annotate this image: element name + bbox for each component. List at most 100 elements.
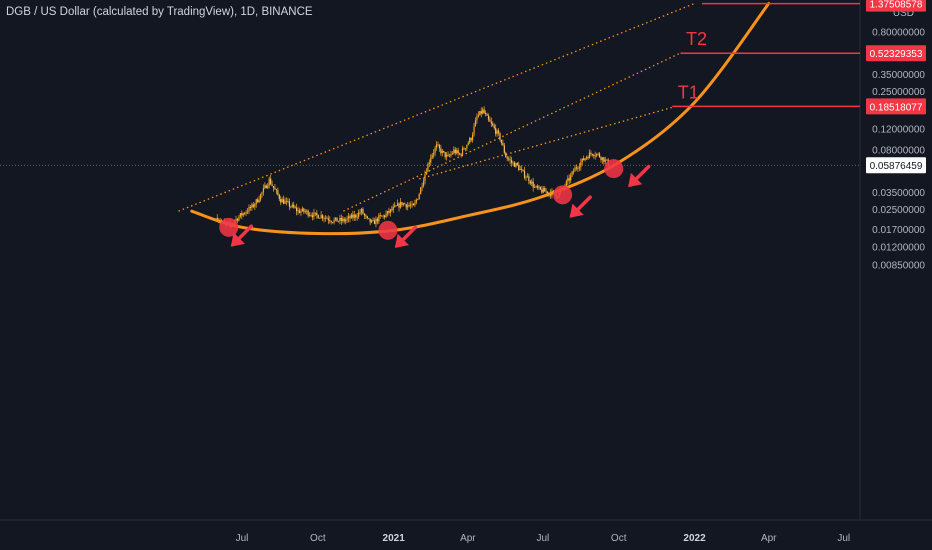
- candle-body: [479, 111, 481, 116]
- candle-body: [512, 162, 514, 164]
- candle-body: [435, 144, 438, 148]
- candle-body: [405, 204, 407, 208]
- touch-point-1: [219, 217, 239, 237]
- candle-body: [399, 202, 402, 208]
- candle-body: [433, 152, 435, 155]
- candle-body: [516, 163, 518, 165]
- y-tick-label: 0.02500000: [872, 205, 925, 216]
- x-tick-label: 2022: [683, 533, 706, 544]
- candle-body: [401, 202, 403, 206]
- candle-body: [536, 185, 539, 188]
- candle-body: [236, 218, 239, 221]
- candle-body: [352, 214, 354, 218]
- candle-body: [438, 145, 441, 149]
- candle-body: [448, 155, 451, 157]
- candle-body: [313, 212, 315, 217]
- candle-body: [308, 215, 311, 216]
- arrow-head: [394, 233, 409, 248]
- candle-body: [316, 212, 318, 215]
- candle-body: [434, 147, 436, 153]
- candle-body: [346, 218, 348, 220]
- candle-body: [471, 134, 474, 141]
- candle-body: [391, 209, 393, 211]
- candle-body: [505, 152, 507, 158]
- fan-line-1: [178, 2, 695, 212]
- candle-body: [255, 199, 257, 205]
- candle-body: [239, 213, 241, 217]
- candle-body: [343, 218, 345, 222]
- y-tick-label: 0.01200000: [872, 243, 925, 254]
- candle-body: [585, 157, 588, 159]
- candle-body: [604, 159, 606, 162]
- candle-body: [320, 214, 322, 218]
- candle-body: [456, 150, 458, 154]
- candle-body: [246, 211, 249, 213]
- candle-body: [492, 123, 494, 126]
- candle-body: [461, 148, 464, 155]
- candle-body: [460, 154, 462, 156]
- candle-body: [450, 154, 452, 156]
- candle-body: [446, 154, 448, 158]
- candle-body: [293, 204, 295, 208]
- candle-body: [336, 217, 338, 222]
- candle-body: [528, 176, 530, 182]
- candle-body: [570, 175, 572, 181]
- candle-body: [333, 219, 335, 223]
- candle-body: [339, 217, 341, 221]
- target-price-t3: 1.37508578: [870, 0, 923, 11]
- candle-body: [577, 168, 579, 170]
- candle-body: [547, 191, 549, 194]
- candle-body: [304, 211, 306, 213]
- touch-point-4: [604, 159, 624, 179]
- candle-body: [332, 222, 334, 223]
- candle-body: [431, 154, 433, 158]
- candle-body: [394, 205, 396, 207]
- candle-body: [544, 188, 546, 192]
- touch-point-3: [553, 185, 573, 205]
- candle-body: [509, 159, 511, 161]
- candle-body: [477, 115, 479, 117]
- candle-body: [545, 191, 547, 193]
- candle-body: [480, 111, 482, 114]
- candle-body: [425, 172, 428, 175]
- candle-body: [567, 178, 569, 182]
- candle-body: [319, 217, 321, 219]
- candle-body: [321, 214, 324, 219]
- candle-body: [422, 181, 425, 187]
- candle-body: [300, 211, 302, 213]
- candle-body: [310, 215, 312, 216]
- candle-body: [384, 215, 386, 218]
- candle-body: [238, 216, 240, 221]
- candle-body: [274, 187, 276, 190]
- candle-body: [519, 168, 521, 170]
- candle-body: [584, 158, 586, 161]
- candle-body: [371, 220, 373, 223]
- candle-body: [358, 212, 360, 217]
- candle-body: [470, 138, 472, 141]
- candle-body: [363, 213, 366, 216]
- candle-body: [385, 213, 387, 218]
- touch-point-2: [378, 220, 398, 240]
- target-price-tag-t1: [866, 98, 926, 115]
- candle-body: [327, 218, 329, 221]
- candle-body: [526, 176, 529, 178]
- x-tick-label: Apr: [460, 533, 476, 544]
- candle-body: [372, 220, 374, 221]
- candle-body: [275, 189, 278, 191]
- candle-body: [409, 205, 412, 207]
- candle-body: [454, 149, 456, 154]
- candle-body: [378, 215, 380, 222]
- candle-body: [368, 218, 370, 220]
- candle-body: [459, 153, 461, 155]
- candle-body: [411, 203, 413, 206]
- candle-body: [532, 181, 534, 188]
- candle-body: [483, 109, 485, 114]
- candle-body: [414, 202, 416, 206]
- y-tick-label: 0.03500000: [872, 188, 925, 199]
- candle-body: [430, 157, 432, 163]
- candle-body: [326, 217, 328, 219]
- candle-body: [428, 162, 430, 165]
- candle-body: [396, 203, 399, 206]
- candle-body: [571, 171, 573, 176]
